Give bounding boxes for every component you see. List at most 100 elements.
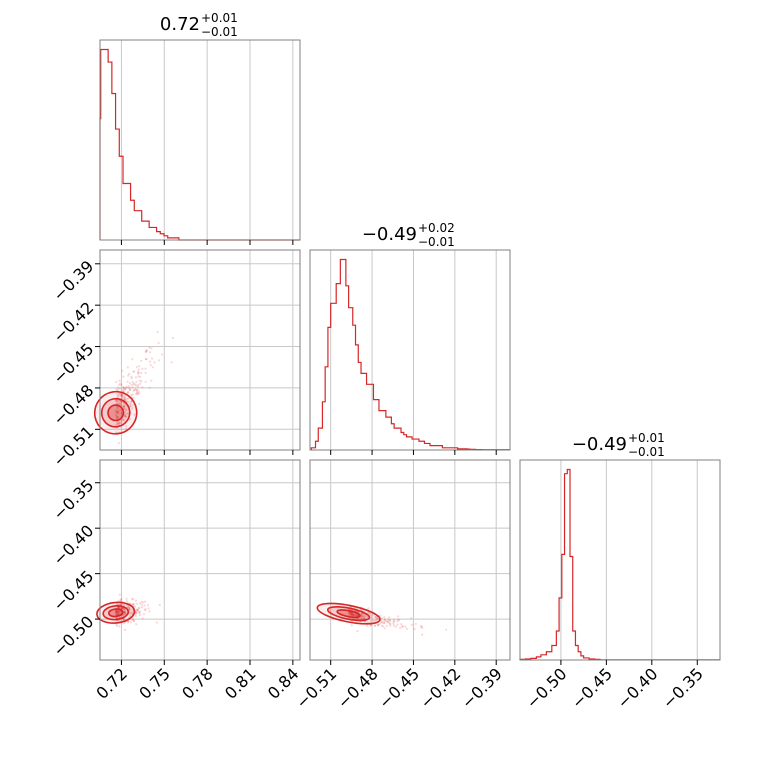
scatter-point-2-0 [115,610,119,614]
scatter-point-1-0 [123,413,126,416]
ytick-label-2-1: −0.45 [49,567,97,615]
scatter-point-2-0 [136,609,139,612]
scatter-point-1-0 [122,387,125,390]
scatter-point-1-0 [125,427,128,430]
scatter-point-1-0 [144,357,147,361]
scatter-point-1-0 [132,389,135,392]
scatter-point-2-1 [380,617,383,620]
scatter-point-2-0 [135,611,138,614]
scatter-point-2-0 [123,622,126,625]
scatter-point-2-0 [144,608,147,611]
scatter-point-1-0 [132,383,135,386]
scatter-point-2-1 [401,624,404,628]
scatter-point-2-0 [119,610,122,613]
scatter-point-2-1 [392,620,395,623]
scatter-point-1-0 [117,422,120,425]
scatter-point-1-0 [118,401,121,404]
scatter-point-2-1 [350,612,353,615]
scatter-point-1-0 [117,410,120,413]
scatter-point-1-0 [120,412,123,415]
scatter-point-1-0 [131,393,134,396]
scatter-point-2-1 [352,613,355,616]
scatter-point-1-0 [117,406,120,410]
scatter-point-1-0 [151,357,154,360]
scatter-point-1-0 [117,399,120,402]
scatter-point-2-1 [404,625,407,628]
scatter-point-2-1 [376,617,379,621]
scatter-point-2-1 [379,622,382,625]
scatter-point-1-0 [132,403,135,406]
scatter-point-1-0 [114,409,118,412]
scatter-point-1-0 [121,397,124,400]
scatter-point-1-0 [145,349,148,352]
scatter-point-2-1 [349,612,352,615]
scatter-point-2-1 [350,613,353,616]
scatter-point-2-1 [360,617,363,620]
scatter-point-2-1 [348,611,351,614]
scatter-point-2-0 [118,625,121,628]
scatter-point-2-1 [360,612,363,615]
scatter-point-1-0 [121,393,124,396]
scatter-point-1-0 [119,422,122,425]
scatter-point-1-0 [137,368,140,371]
scatter-point-2-1 [380,621,383,624]
panel-frame-2-1 [309,459,511,661]
scatter-point-2-1 [394,625,397,628]
ytick-label-1-0: −0.51 [49,422,97,470]
scatter-point-1-0 [116,394,119,398]
scatter-point-2-0 [115,610,118,613]
scatter-point-2-0 [132,603,135,606]
scatter-point-2-0 [115,602,118,606]
scatter-point-1-0 [140,380,143,383]
scatter-point-1-0 [135,365,138,369]
scatter-point-2-1 [349,612,352,615]
scatter-point-2-1 [445,628,448,631]
scatter-point-1-0 [117,402,120,405]
scatter-point-2-0 [120,607,123,610]
scatter-point-2-1 [389,623,392,626]
scatter-point-1-0 [129,405,132,408]
scatter-point-1-0 [126,398,129,401]
scatter-point-2-0 [126,605,129,609]
title-sup-2: +0.01 [628,431,665,445]
scatter-point-1-0 [136,391,139,394]
xtick-label-0-0: 0.72 [92,664,131,703]
scatter-point-1-0 [120,383,123,387]
scatter-point-1-0 [134,388,137,391]
scatter-point-1-0 [138,365,141,368]
scatter-point-1-0 [115,402,118,405]
scatter-point-1-0 [124,396,127,399]
scatter-point-1-0 [114,411,117,414]
scatter-point-2-0 [132,619,135,623]
scatter-point-1-0 [144,371,147,374]
scatter-point-1-0 [129,402,132,405]
scatter-point-1-0 [148,386,151,389]
scatter-point-1-0 [131,386,134,389]
scatter-point-1-0 [151,366,154,369]
scatter-point-2-0 [122,603,125,606]
scatter-point-1-0 [131,380,134,383]
scatter-point-1-0 [144,350,147,353]
scatter-point-1-0 [125,385,128,388]
scatter-point-2-0 [128,606,131,609]
scatter-point-1-0 [134,383,137,386]
scatter-point-1-0 [129,418,132,421]
scatter-point-2-0 [115,610,118,614]
scatter-point-2-1 [353,614,356,617]
scatter-point-2-0 [143,608,147,612]
scatter-point-1-0 [127,386,130,389]
scatter-point-2-1 [349,611,352,614]
contour-2-1-2 [336,609,361,619]
scatter-point-2-0 [114,609,117,613]
title-sub-1: −0.01 [418,235,455,249]
xtick-label-0-1: 0.75 [135,664,174,703]
scatter-point-2-1 [383,622,386,625]
scatter-point-1-0 [130,394,133,397]
scatter-point-2-1 [392,622,395,625]
scatter-point-2-0 [123,608,126,611]
panel-title-2: −0.49 +0.01 −0.01 [572,431,665,459]
scatter-point-2-0 [117,610,120,613]
scatter-point-2-0 [120,607,123,610]
scatter-point-1-0 [119,382,122,385]
scatter-point-2-1 [384,619,387,622]
